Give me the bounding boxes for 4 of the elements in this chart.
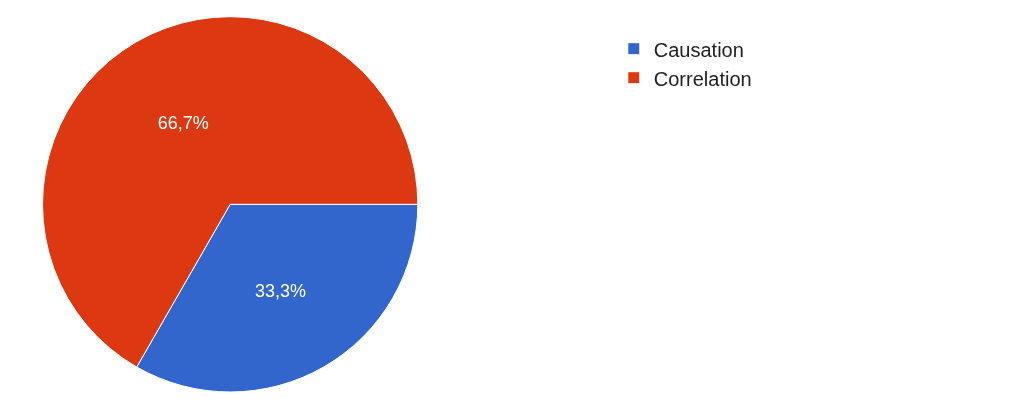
data-label: 66,7% (157, 113, 209, 134)
legend-label: Causation (653, 38, 744, 61)
legend-label: Correlation (653, 67, 752, 90)
data-label: 33,3% (255, 281, 307, 302)
